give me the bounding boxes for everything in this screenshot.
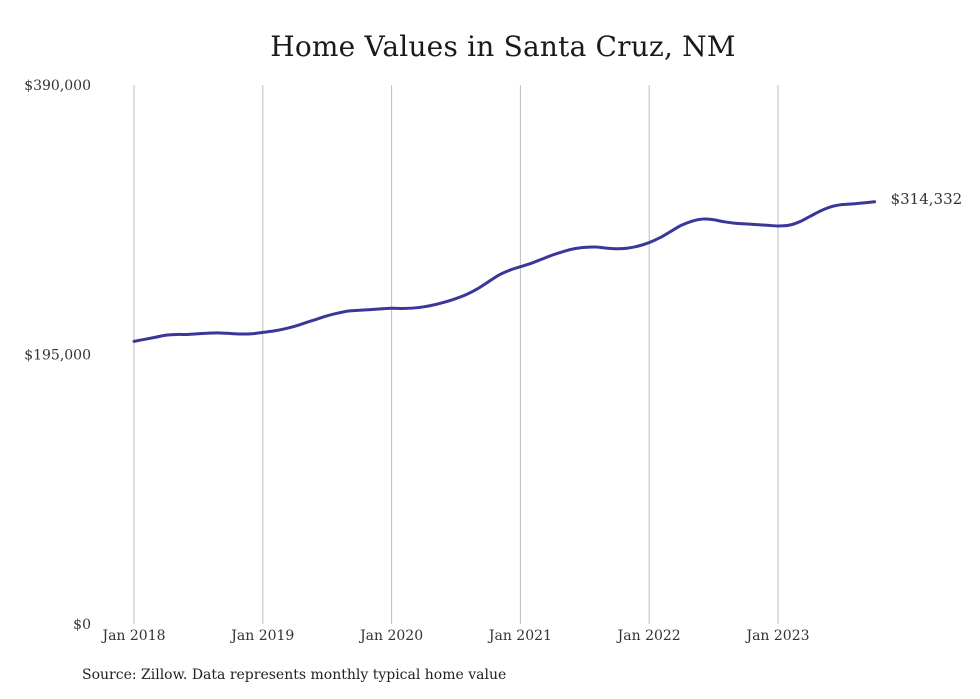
series-line bbox=[132, 200, 877, 343]
x-tick-label: Jan 2020 bbox=[358, 628, 423, 644]
y-tick-label: $0 bbox=[73, 617, 91, 633]
end-value-label: $314,332 bbox=[891, 190, 963, 208]
x-tick-label: Jan 2018 bbox=[100, 628, 165, 644]
x-tick-label: Jan 2022 bbox=[616, 628, 681, 644]
x-tick-label: Jan 2023 bbox=[744, 628, 809, 644]
y-tick-label: $390,000 bbox=[24, 78, 91, 94]
chart-title: Home Values in Santa Cruz, NM bbox=[270, 30, 736, 63]
gridlines bbox=[133, 85, 779, 624]
x-axis-tick-labels: Jan 2018 Jan 2019 Jan 2020 Jan 2021 Jan 2022… bbox=[100, 628, 809, 644]
x-tick-label: Jan 2019 bbox=[229, 628, 294, 644]
y-tick-label: $195,000 bbox=[24, 348, 91, 364]
y-axis-tick-labels: $0 $195,000 $390,000 bbox=[24, 78, 91, 633]
series-layer bbox=[132, 200, 877, 343]
source-note: Source: Zillow. Data represents monthly … bbox=[82, 667, 507, 683]
x-tick-label: Jan 2021 bbox=[487, 628, 552, 644]
